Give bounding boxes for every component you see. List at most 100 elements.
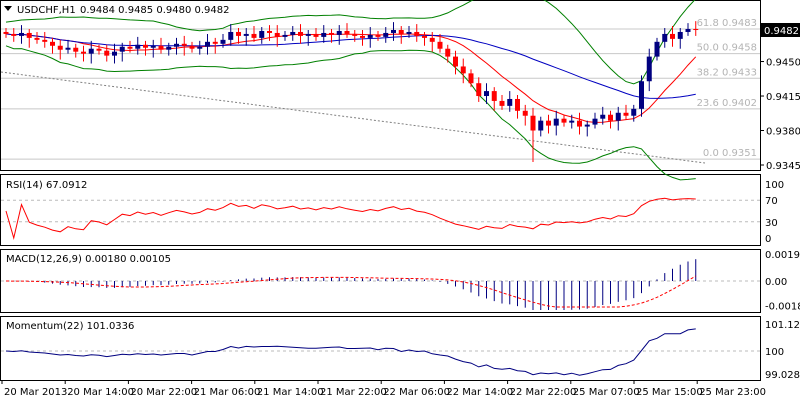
candle-body <box>577 120 582 127</box>
candle-body <box>344 30 350 34</box>
candle-body <box>158 45 164 50</box>
candle-body <box>414 31 420 36</box>
rsi-axis-label: 0 <box>765 234 771 245</box>
time-axis-label: 20 Mar 22:00 <box>130 387 197 398</box>
momentum-axis-label: 100 <box>765 347 784 358</box>
momentum-axis-label: 101.1291 <box>765 320 800 331</box>
candle-body <box>166 46 172 50</box>
macd-axis-label: 0.00 <box>765 277 787 288</box>
candle-body <box>538 120 544 131</box>
dropdown-triangle-icon[interactable] <box>4 6 12 11</box>
candle-body <box>639 81 644 109</box>
candle-body <box>569 120 575 123</box>
candle-body <box>321 32 327 37</box>
candle-body <box>437 41 443 49</box>
candle-body <box>546 120 551 126</box>
candle-body <box>685 29 691 32</box>
candle-body <box>352 33 358 36</box>
candle-body <box>391 30 396 33</box>
time-axis-label: 25 Mar 15:00 <box>636 387 703 398</box>
candle-body <box>135 44 141 49</box>
candle-body <box>57 45 63 50</box>
candle-body <box>305 33 311 36</box>
candle-body <box>670 33 675 39</box>
candle-body <box>515 98 520 111</box>
candle-body <box>406 31 412 34</box>
macd-signal-line <box>5 275 697 308</box>
main-header: USDCHF,H1 0.9484 0.9485 0.9480 0.9482 <box>4 5 230 16</box>
candle-body <box>251 33 257 38</box>
current-price-box <box>761 23 800 37</box>
time-axis-label: 21 Mar 06:00 <box>194 387 261 398</box>
candle-body <box>468 73 474 84</box>
price-axis-label: 0.9345 <box>766 161 800 172</box>
price-axis-label: 0.9450 <box>766 58 800 69</box>
fib-level-label: 0.0 0.9351 <box>703 148 757 159</box>
candle-body <box>662 33 668 42</box>
current-price-label: 0.9482 <box>764 26 799 37</box>
price-axis-label: 0.9380 <box>766 127 800 138</box>
rsi-line <box>5 197 696 240</box>
candle-body <box>50 41 55 46</box>
candle-body <box>476 83 482 97</box>
candle-body <box>150 45 156 48</box>
candle-body <box>11 33 17 36</box>
candle-body <box>290 31 296 35</box>
candle-body <box>220 39 226 44</box>
bollinger-upper-line <box>5 0 696 85</box>
candle-body <box>274 32 280 37</box>
ohlc-values: 0.9484 0.9485 0.9480 0.9482 <box>80 5 230 16</box>
candle-body <box>693 29 699 31</box>
candle-body <box>42 39 48 42</box>
candle-body <box>243 33 249 36</box>
macd-axis-label: -0.0018 <box>765 302 800 313</box>
candle-body <box>631 108 637 116</box>
candle-body <box>445 48 451 57</box>
time-axis-label: 20 Mar 2013 <box>4 387 67 398</box>
time-axis-label: 21 Mar 14:00 <box>257 387 324 398</box>
candle-body <box>26 32 32 38</box>
candle-body <box>143 44 148 48</box>
candle-body <box>422 35 427 38</box>
candle-body <box>119 46 125 52</box>
candle-body <box>267 30 272 33</box>
candle-body <box>460 66 466 74</box>
candle-body <box>615 112 621 121</box>
bollinger-lower-line <box>5 45 696 181</box>
macd-panel-frame <box>0 249 761 313</box>
time-axis-label: 22 Mar 22:00 <box>510 387 577 398</box>
candle-body <box>677 31 683 39</box>
trend-line <box>0 71 706 164</box>
candle-body <box>383 32 389 37</box>
time-axis-label: 25 Mar 23:00 <box>699 387 766 398</box>
candle-body <box>499 100 505 106</box>
mom-panel-frame <box>0 316 761 381</box>
candle-body <box>623 112 629 116</box>
rsi-axis-label: 30 <box>765 218 778 229</box>
fib-level-label: 23.6 0.9402 <box>697 98 757 109</box>
main-panel-frame <box>0 0 761 171</box>
candle-body <box>592 118 598 125</box>
candle-body <box>491 91 497 101</box>
candle-body <box>174 43 179 47</box>
fib-level-label: 38.2 0.9433 <box>697 67 757 78</box>
candle-body <box>453 56 458 67</box>
candle-body <box>112 51 117 56</box>
candle-body <box>553 118 559 126</box>
momentum-line <box>5 328 696 376</box>
fib-level-label: 50.0 0.9458 <box>697 43 757 54</box>
candle-body <box>375 34 381 37</box>
candle-body <box>429 37 435 42</box>
rsi-title: RSI(14) 67.0912 <box>6 180 87 191</box>
candle-body <box>197 46 203 49</box>
candle-body <box>104 50 110 56</box>
candle-body <box>600 114 606 119</box>
candle-body <box>654 41 660 57</box>
candle-body <box>212 41 218 44</box>
candle-body <box>507 98 513 106</box>
macd-title: MACD(12,26,9) 0.00180 0.00105 <box>6 254 171 265</box>
candle-body <box>282 34 288 37</box>
